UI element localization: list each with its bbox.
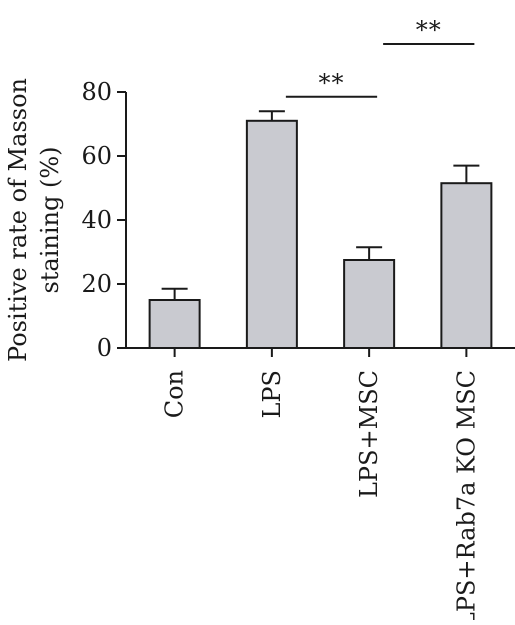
y-ticks: 0 20 40 60 80 [81, 78, 126, 362]
category-label: LPS+MSC [355, 370, 383, 498]
significance-annotations: ** ** [285, 16, 475, 98]
y-tick-label: 80 [81, 78, 112, 106]
category-label: LPS+Rab7a KO MSC [452, 370, 480, 620]
y-tick-label: 0 [97, 334, 112, 362]
significance-label: ** [319, 69, 345, 97]
significance-label: ** [416, 16, 442, 44]
y-tick-label: 40 [81, 206, 112, 234]
category-label: LPS [258, 370, 286, 419]
y-axis-label-line-2: staining (%) [36, 146, 64, 293]
category-label: Con [161, 370, 189, 418]
bar [148, 299, 201, 349]
bar [440, 182, 493, 349]
x-categories: Con LPS LPS+MSC LPS+Rab7a KO MSC [161, 348, 480, 625]
bar [343, 259, 396, 349]
y-axis-label-line-1: Positive rate of Masson [4, 78, 32, 362]
bars [148, 119, 493, 349]
y-axis-label: Positive rate of Masson staining (%) [4, 78, 64, 362]
y-tick-label: 20 [81, 270, 112, 298]
y-tick-label: 60 [81, 142, 112, 170]
bar [245, 119, 298, 349]
error-bars [161, 110, 480, 300]
